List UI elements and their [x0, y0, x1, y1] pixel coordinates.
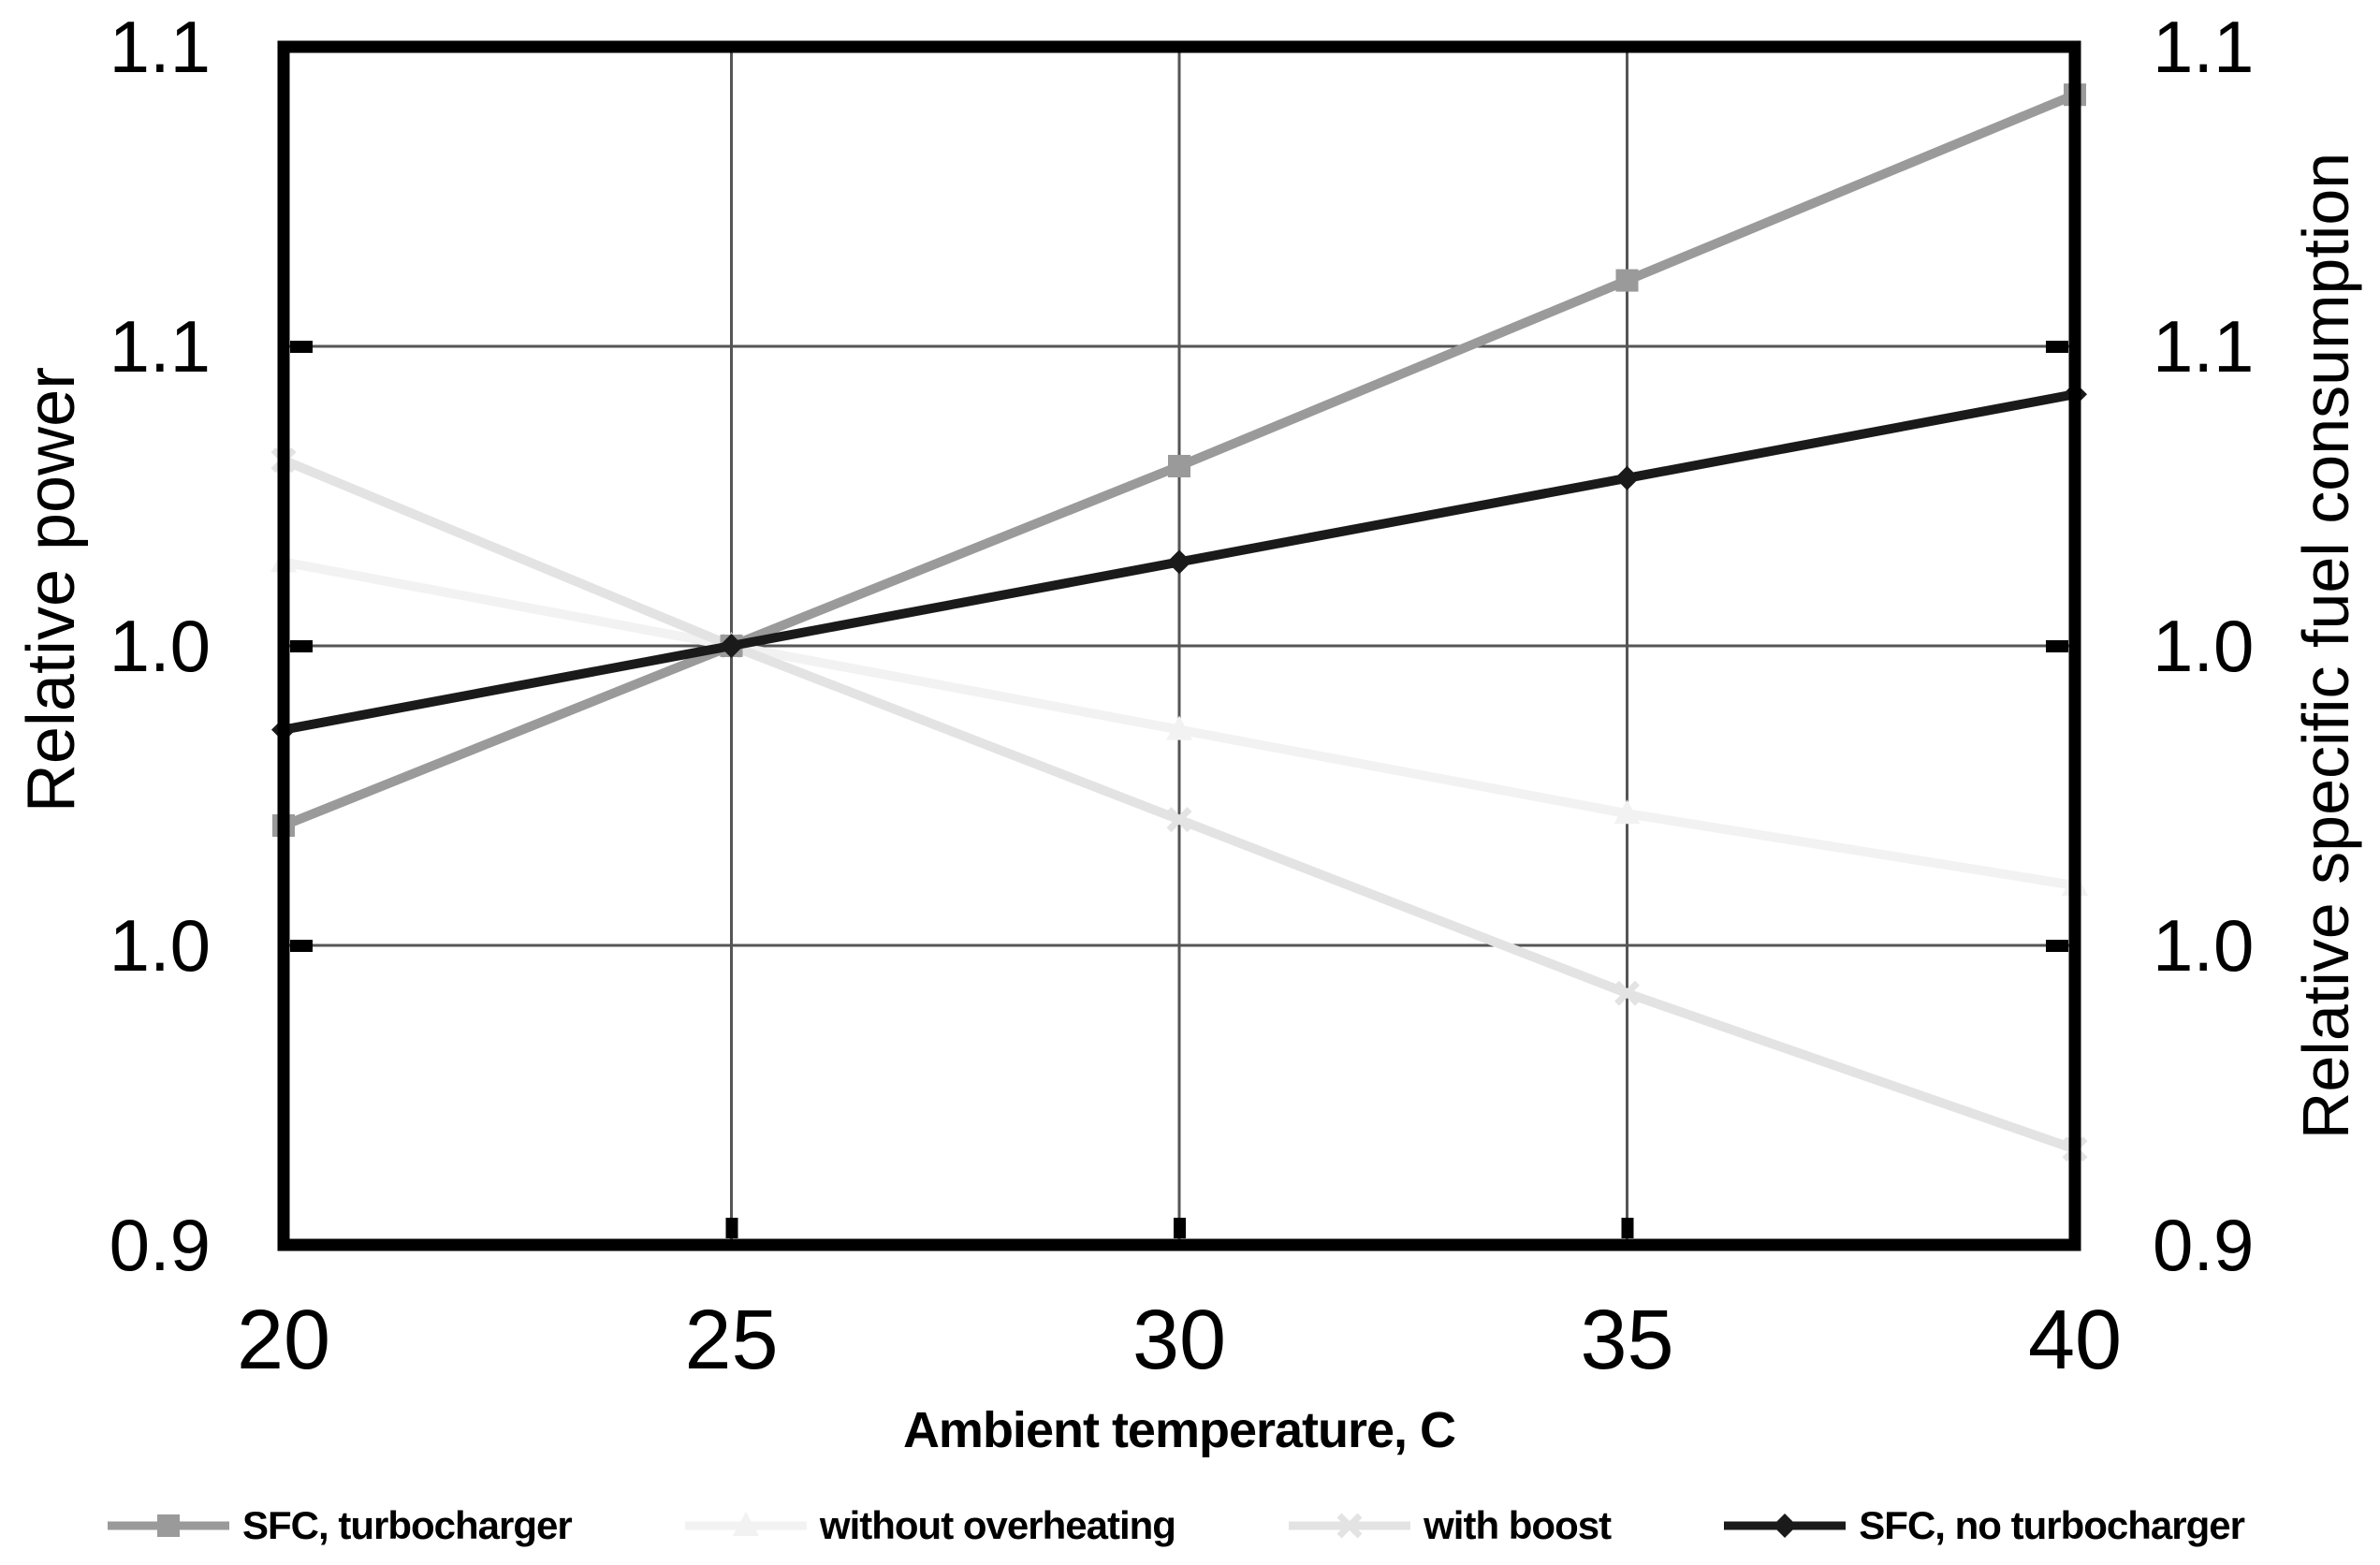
- marker-triangle: [1166, 715, 1192, 740]
- legend-key: [108, 1514, 229, 1537]
- legend-label: with boost: [1424, 1503, 1612, 1547]
- y-axis-tick-label-left: 1.0: [110, 605, 211, 687]
- y-axis-tick-label-left: 0.9: [110, 1204, 211, 1286]
- left-axis-tick: [290, 940, 313, 952]
- marker-square: [1168, 455, 1190, 477]
- legend-item: without overheating: [684, 1503, 1176, 1548]
- right-axis-tick: [2046, 940, 2068, 952]
- legend-key: [1724, 1514, 1847, 1538]
- marker-diamond: [1614, 465, 1640, 490]
- marker-square: [1615, 269, 1639, 292]
- plot-frame: [277, 40, 2081, 1251]
- x-axis-tick-label: 35: [1580, 1294, 1673, 1387]
- legend-key: [1289, 1513, 1411, 1539]
- y-axis-tick-label-left: 1.0: [110, 904, 211, 987]
- marker-triangle: [1613, 799, 1641, 825]
- bottom-axis-tick: [725, 1218, 738, 1238]
- legend-label: SFC, turbocharger: [242, 1503, 573, 1547]
- legend-item: SFC, no turbocharger: [1724, 1503, 2245, 1548]
- x-axis-tick-label: 20: [237, 1294, 330, 1387]
- bottom-axis-tick: [1174, 1218, 1186, 1238]
- marker-triangle: [732, 1512, 759, 1536]
- y-axis-title-right: Relative specific fuel consumption: [2289, 152, 2362, 1140]
- marker-diamond: [1167, 549, 1191, 575]
- y-axis-tick-label-left: 1.1: [110, 6, 211, 88]
- y-axis-title-left: Relative power: [14, 366, 89, 813]
- y-axis-tick-label-right: 0.9: [2153, 1204, 2254, 1286]
- legend: SFC, turbocharger without overheating with…: [108, 1496, 2245, 1556]
- y-axis-tick-label-right: 1.0: [2153, 904, 2254, 987]
- x-axis-tick-label: 25: [684, 1294, 778, 1387]
- y-axis-tick-label-right: 1.1: [2153, 6, 2254, 88]
- marker-x: [1336, 1513, 1363, 1539]
- left-axis-tick: [290, 341, 313, 353]
- legend-label: without overheating: [819, 1503, 1176, 1547]
- right-axis-tick: [2046, 640, 2068, 652]
- legend-item: SFC, turbocharger: [108, 1503, 573, 1548]
- marker-x: [1166, 807, 1192, 833]
- legend-key: [684, 1512, 807, 1536]
- marker-diamond: [1773, 1514, 1798, 1538]
- x-axis-tick-label: 30: [1132, 1294, 1226, 1387]
- marker-x: [1614, 980, 1640, 1006]
- marker-square: [157, 1514, 180, 1537]
- legend-item: with boost: [1289, 1503, 1612, 1548]
- right-axis-tick: [2046, 341, 2068, 353]
- x-axis-tick-label: 40: [2028, 1294, 2122, 1387]
- y-axis-tick-label-right: 1.0: [2153, 605, 2254, 687]
- marker-diamond: [719, 634, 744, 658]
- y-axis-tick-label-left: 1.1: [110, 305, 211, 388]
- legend-label: SFC, no turbocharger: [1859, 1503, 2245, 1547]
- y-axis-tick-label-right: 1.1: [2153, 305, 2254, 388]
- bottom-axis-tick: [1621, 1218, 1634, 1238]
- left-axis-tick: [290, 640, 313, 652]
- x-axis-title: Ambient temperature, C: [902, 1402, 1456, 1458]
